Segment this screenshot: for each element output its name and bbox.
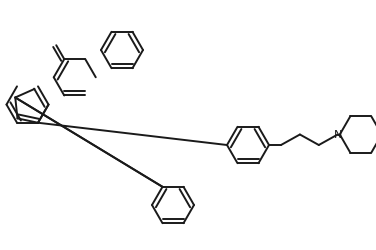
- Text: N: N: [334, 130, 342, 140]
